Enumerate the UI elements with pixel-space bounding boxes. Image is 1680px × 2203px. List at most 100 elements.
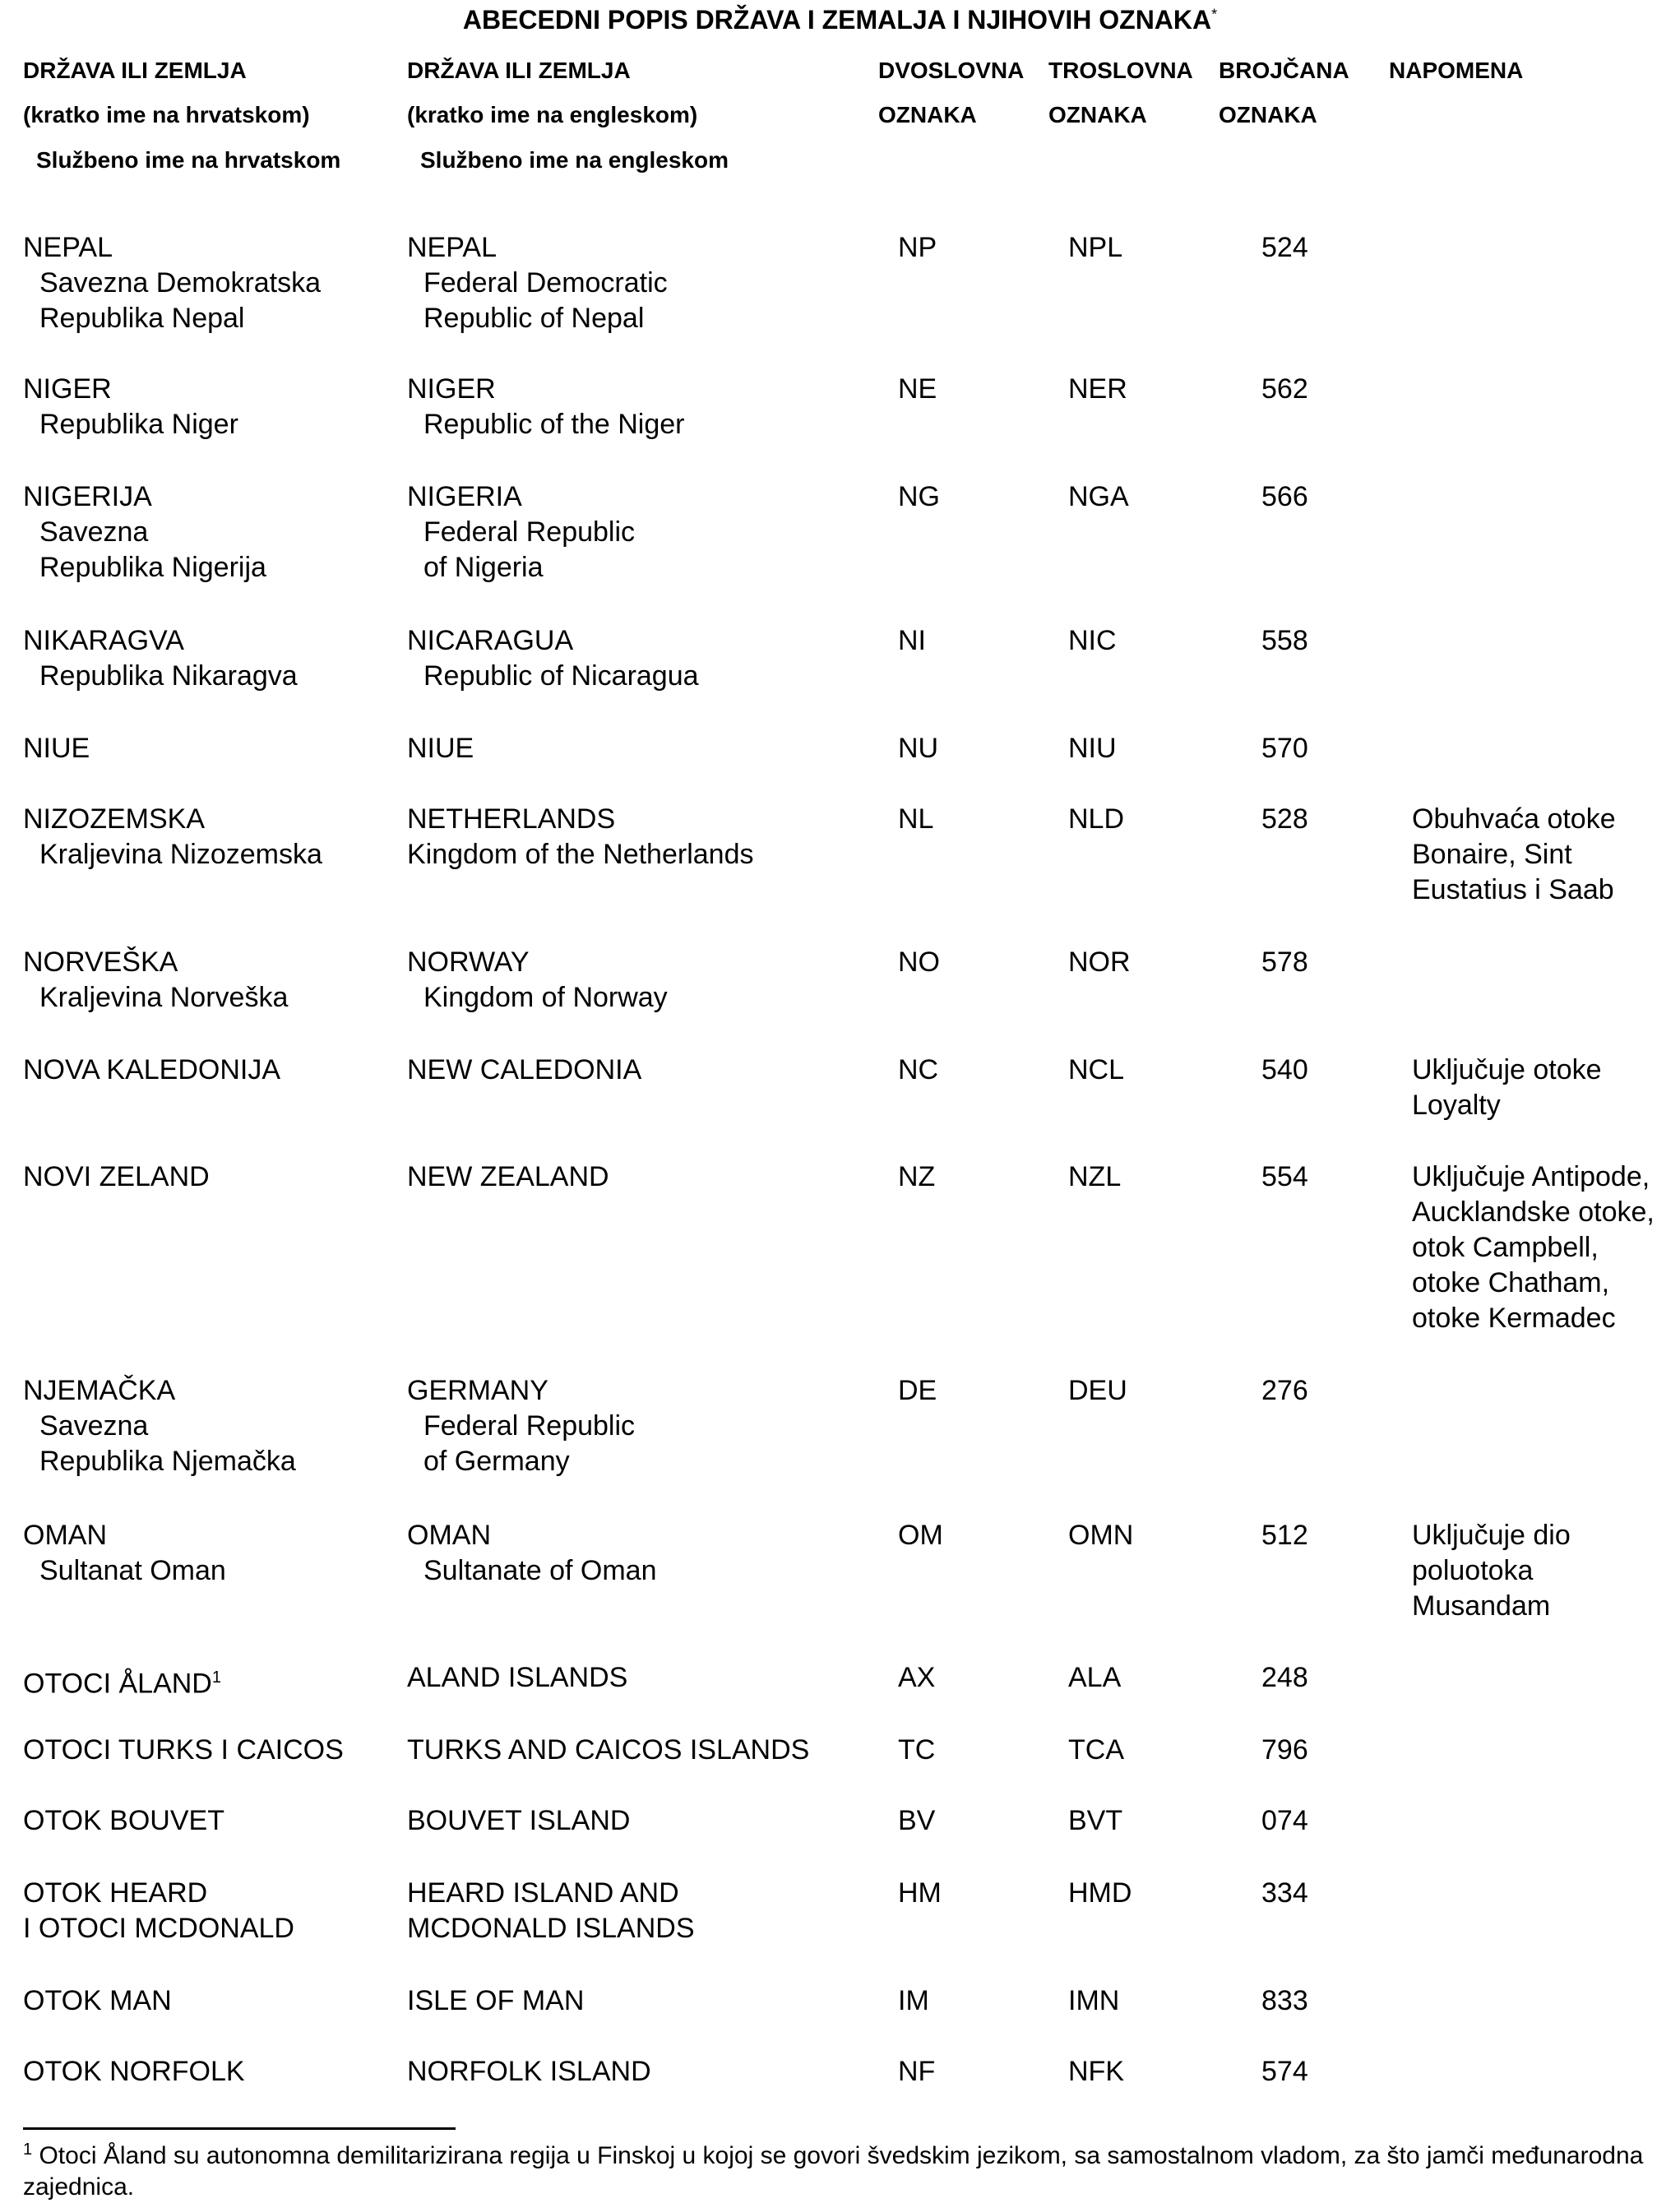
alpha2-code: NE bbox=[898, 373, 937, 405]
official-name: Sultanat Oman bbox=[39, 1555, 226, 1586]
alpha3-code: BVT bbox=[1068, 1805, 1123, 1836]
official-name: Republic of Nepal bbox=[423, 303, 645, 334]
alpha2-code: NF bbox=[898, 2056, 936, 2087]
english-name-cell: OMAN Sultanate of Oman bbox=[407, 1518, 657, 1589]
short-name-text: NEPAL bbox=[23, 232, 113, 263]
header-alpha3-0: TROSLOVNA bbox=[1048, 58, 1193, 83]
croatian-name-cell: NJEMAČKA Savezna Republika Njemačka bbox=[23, 1373, 296, 1479]
short-name-text: OTOK BOUVET bbox=[23, 1805, 224, 1836]
footnote-divider bbox=[23, 2127, 456, 2130]
short-name: TURKS AND CAICOS ISLANDS bbox=[407, 1733, 809, 1768]
alpha2-code: DE bbox=[898, 1375, 937, 1406]
croatian-name-cell: OMAN Sultanat Oman bbox=[23, 1518, 226, 1589]
croatian-name-cell: OTOCI ÅLAND1 bbox=[23, 1660, 221, 1701]
short-name: NOVI ZELAND bbox=[23, 1159, 210, 1195]
short-name: NIGER bbox=[407, 372, 685, 407]
alpha2-code: NG bbox=[898, 481, 940, 512]
croatian-name-cell: NOVI ZELAND bbox=[23, 1159, 210, 1195]
short-name-text: MCDONALD ISLANDS bbox=[407, 1913, 695, 1944]
croatian-name-cell: NIKARAGVA Republika Nikaragva bbox=[23, 623, 298, 694]
alpha3-code: HMD bbox=[1068, 1877, 1132, 1909]
short-name-text: BOUVET ISLAND bbox=[407, 1805, 631, 1836]
official-name: Republika Niger bbox=[39, 409, 238, 440]
alpha3-code: ALA bbox=[1068, 1662, 1122, 1693]
english-name-cell: NIUE bbox=[407, 731, 474, 766]
official-name: Republika Nigerija bbox=[39, 552, 266, 583]
alpha3-code: OMN bbox=[1068, 1520, 1134, 1551]
short-name-text: NIGERIJA bbox=[23, 481, 152, 512]
short-name-text: OTOCI TURKS I CAICOS bbox=[23, 1734, 344, 1766]
short-name-text: NOVI ZELAND bbox=[23, 1161, 210, 1192]
alpha3-code: NZL bbox=[1068, 1161, 1122, 1192]
alpha2-code: NC bbox=[898, 1054, 939, 1085]
official-name: Federal Republic bbox=[423, 1410, 636, 1442]
footnote: 1 Otoci Åland su autonomna demilitarizir… bbox=[23, 2134, 1659, 2203]
english-name-cell: BOUVET ISLAND bbox=[407, 1803, 630, 1839]
short-name-text: NICARAGUA bbox=[407, 625, 574, 656]
english-name-cell: TURKS AND CAICOS ISLANDS bbox=[407, 1733, 809, 1768]
short-name: OMAN bbox=[407, 1518, 657, 1553]
footnote-ref[interactable]: 1 bbox=[211, 1668, 221, 1687]
short-name: NIGERIA bbox=[407, 479, 635, 515]
alpha3-code: TCA bbox=[1068, 1734, 1124, 1766]
english-name-cell: NEW CALEDONIA bbox=[407, 1053, 641, 1088]
note-cell: Uključuje dio poluotoka Musandam bbox=[1412, 1518, 1571, 1624]
numeric-code: 554 bbox=[1261, 1161, 1308, 1192]
short-name-text: NETHERLANDS bbox=[407, 803, 616, 835]
short-name-text: OTOK NORFOLK bbox=[23, 2056, 245, 2087]
numeric-code: 074 bbox=[1261, 1805, 1308, 1836]
short-name-text: NORFOLK ISLAND bbox=[407, 2056, 651, 2087]
official-name: Republika Njemačka bbox=[39, 1446, 296, 1477]
short-name-text: NIGERIA bbox=[407, 481, 522, 512]
alpha2-code: NP bbox=[898, 232, 937, 263]
english-name-cell: NIGER Republic of the Niger bbox=[407, 372, 685, 442]
english-name-cell: NIGERIA Federal Republic of Nigeria bbox=[407, 479, 635, 585]
alpha3-code: NIC bbox=[1068, 625, 1117, 656]
alpha3-code: NFK bbox=[1068, 2056, 1124, 2087]
short-name: NEPAL bbox=[407, 230, 668, 266]
official-name: Savezna Demokratska bbox=[39, 267, 322, 299]
alpha2-code: TC bbox=[898, 1734, 936, 1766]
official-name: Federal Democratic bbox=[423, 267, 668, 299]
numeric-code: 334 bbox=[1261, 1877, 1308, 1909]
short-name-text: NIGER bbox=[23, 373, 112, 405]
english-name-cell: NORFOLK ISLAND bbox=[407, 2054, 651, 2090]
croatian-name-cell: OTOK NORFOLK bbox=[23, 2054, 245, 2090]
english-name-cell: NETHERLANDS Kingdom of the Netherlands bbox=[407, 802, 753, 872]
header-note-0: NAPOMENA bbox=[1389, 58, 1524, 83]
alpha2-code: NL bbox=[898, 803, 934, 835]
alpha3-code: NCL bbox=[1068, 1054, 1125, 1085]
short-name: NIUE bbox=[407, 731, 474, 766]
short-name: OTOK BOUVET bbox=[23, 1803, 224, 1839]
header-numeric-1: OZNAKA bbox=[1219, 102, 1317, 127]
short-name: NIGER bbox=[23, 372, 238, 407]
english-name-cell: NEPAL Federal Democratic Republic of Nepal bbox=[407, 230, 668, 336]
footnote-mark: 1 bbox=[23, 2141, 33, 2159]
english-name-cell: ISLE OF MAN bbox=[407, 1983, 584, 2019]
croatian-name-cell: NIUE bbox=[23, 731, 90, 766]
numeric-code: 566 bbox=[1261, 481, 1308, 512]
note-line: Aucklandske otoke, bbox=[1412, 1196, 1655, 1228]
short-name: OMAN bbox=[23, 1518, 226, 1553]
short-name-text: GERMANY bbox=[407, 1375, 548, 1406]
short-name: NEW ZEALAND bbox=[407, 1159, 609, 1195]
note-line: otok Campbell, bbox=[1412, 1232, 1599, 1263]
english-name-cell: NICARAGUA Republic of Nicaragua bbox=[407, 623, 699, 694]
official-name: Sultanate of Oman bbox=[423, 1555, 657, 1586]
short-name-text: NIUE bbox=[23, 733, 90, 764]
header-en-1: (kratko ime na engleskom) bbox=[407, 102, 698, 127]
alpha3-code: IMN bbox=[1068, 1985, 1120, 2016]
alpha2-code: NO bbox=[898, 946, 940, 978]
short-name: NOVA KALEDONIJA bbox=[23, 1053, 280, 1088]
short-name-text: NEW CALEDONIA bbox=[407, 1054, 642, 1085]
croatian-name-cell: NORVEŠKA Kraljevina Norveška bbox=[23, 945, 288, 1016]
note-line: poluotoka bbox=[1412, 1555, 1534, 1586]
short-name: OTOK NORFOLK bbox=[23, 2054, 245, 2090]
numeric-code: 528 bbox=[1261, 803, 1308, 835]
short-name-text: NIZOZEMSKA bbox=[23, 803, 206, 835]
alpha2-code: AX bbox=[898, 1662, 936, 1693]
official-name: Federal Republic bbox=[423, 516, 636, 548]
alpha3-code: NPL bbox=[1068, 232, 1123, 263]
short-name-text: OMAN bbox=[407, 1520, 491, 1551]
alpha2-code: NZ bbox=[898, 1161, 936, 1192]
